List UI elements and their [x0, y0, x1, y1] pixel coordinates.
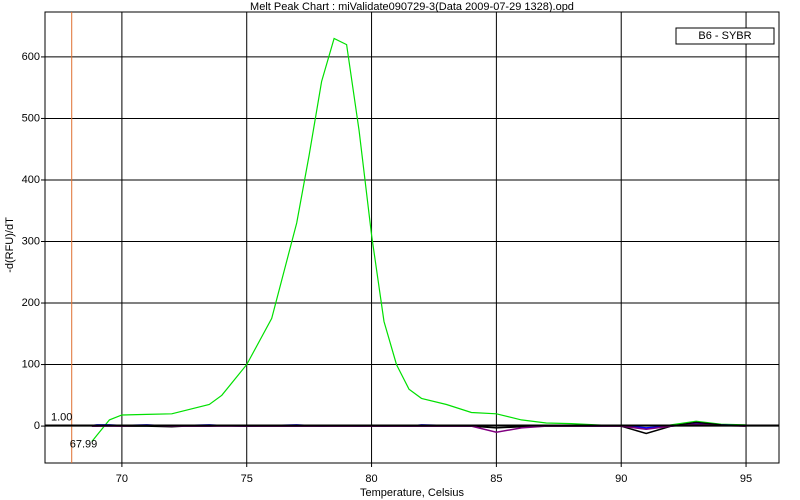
marker-label: 67.99 [70, 438, 98, 450]
x-tick-label: 90 [615, 473, 627, 485]
chart-title: Melt Peak Chart : miValidate090729-3(Dat… [250, 1, 574, 13]
x-axis-label: Temperature, Celsius [360, 487, 464, 499]
plot-area [44, 11, 780, 464]
x-tick-label: 95 [740, 473, 752, 485]
x-tick-label: 70 [116, 473, 128, 485]
legend-box [675, 27, 775, 45]
x-tick-label: 75 [241, 473, 253, 485]
y-tick-label: 0 [34, 420, 40, 432]
y-tick-label: 300 [22, 235, 40, 247]
y-tick-label: 400 [22, 174, 40, 186]
x-tick-label: 85 [490, 473, 502, 485]
y-tick-label: 100 [22, 358, 40, 370]
y-tick-label: 600 [22, 51, 40, 63]
legend-label: B6 - SYBR [698, 30, 751, 42]
x-tick-label: 80 [365, 473, 377, 485]
y-tick-label: 500 [22, 112, 40, 124]
threshold-label: 1.00 [51, 411, 72, 423]
y-tick-label: 200 [22, 297, 40, 309]
y-axis-label: -d(RFU)/dT [4, 217, 16, 273]
